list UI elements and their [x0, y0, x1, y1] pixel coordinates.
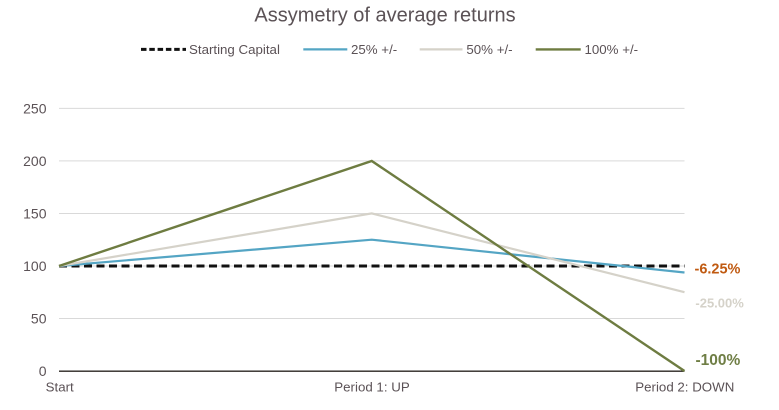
- svg-text:150: 150: [23, 205, 47, 221]
- svg-text:250: 250: [23, 100, 47, 116]
- svg-text:Assymetry of average returns: Assymetry of average returns: [254, 5, 515, 27]
- svg-text:50: 50: [31, 310, 47, 326]
- svg-text:100: 100: [23, 258, 47, 274]
- svg-text:Period 1: UP: Period 1: UP: [334, 380, 410, 395]
- svg-text:200: 200: [23, 153, 47, 169]
- svg-text:Period 2: DOWN: Period 2: DOWN: [635, 380, 734, 395]
- svg-text:-25.00%: -25.00%: [695, 296, 744, 311]
- svg-text:100% +/-: 100% +/-: [585, 42, 639, 57]
- svg-text:50% +/-: 50% +/-: [466, 42, 512, 57]
- svg-text:-100%: -100%: [696, 352, 741, 369]
- svg-text:-6.25%: -6.25%: [695, 262, 741, 278]
- svg-text:Starting Capital: Starting Capital: [189, 42, 280, 57]
- svg-text:25% +/-: 25% +/-: [351, 42, 397, 57]
- svg-text:0: 0: [39, 363, 47, 379]
- svg-text:Start: Start: [46, 380, 74, 395]
